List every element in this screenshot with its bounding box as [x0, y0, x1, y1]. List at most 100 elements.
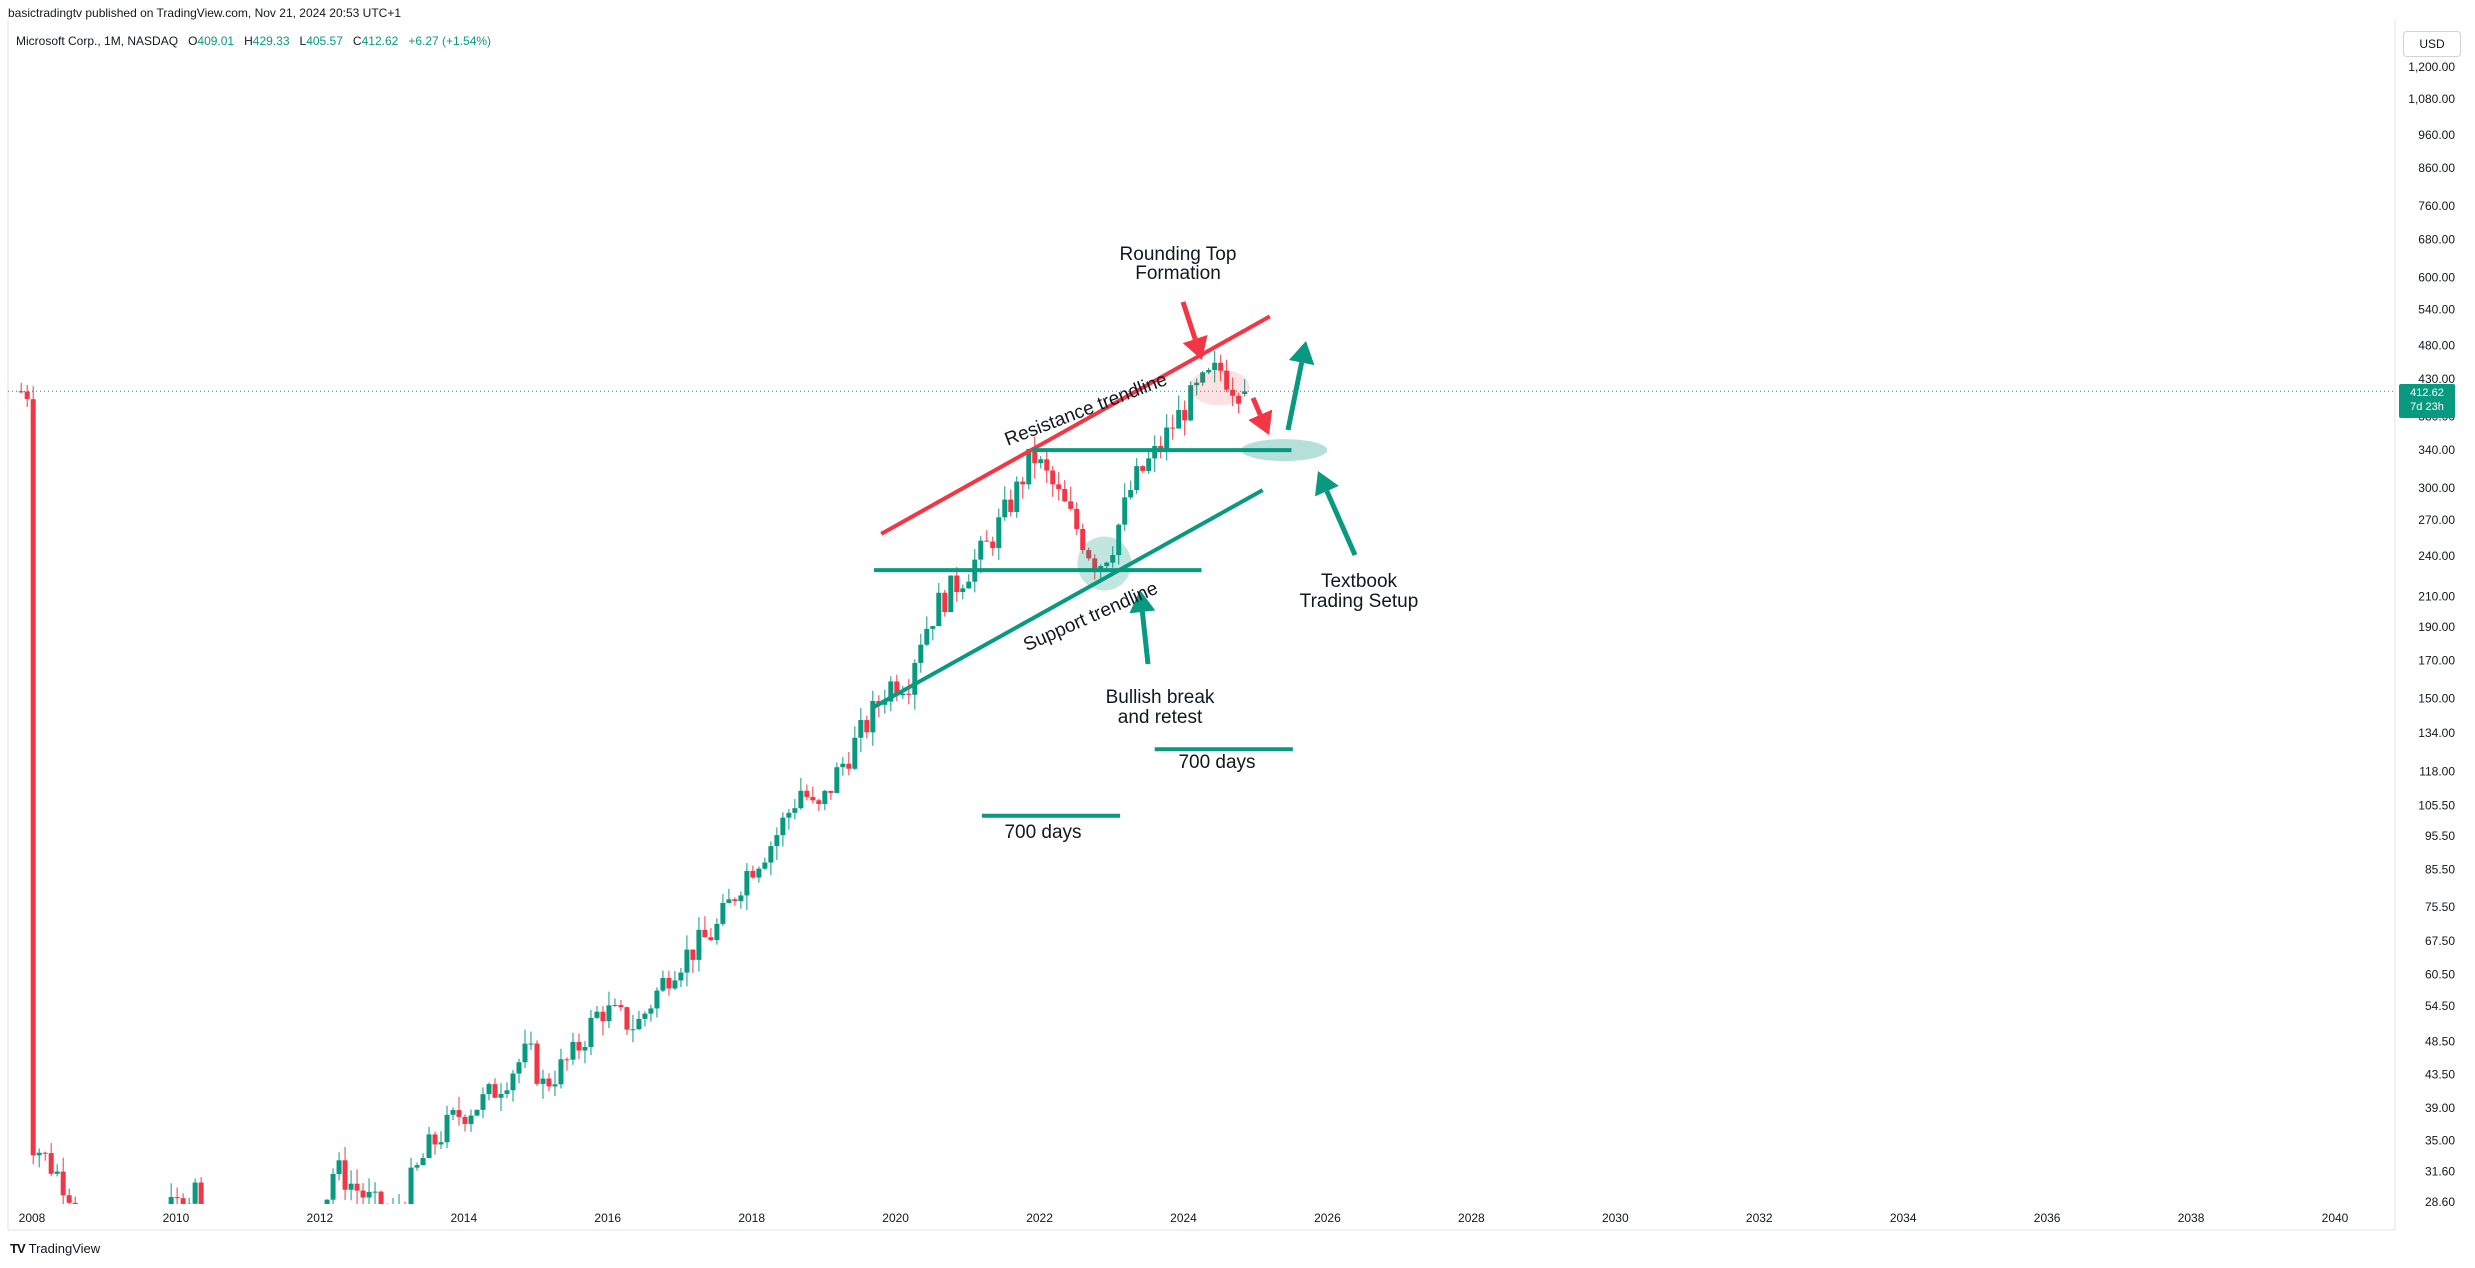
close-label: C [352, 34, 362, 48]
candle-body [816, 800, 822, 805]
bar-countdown: 7d 23h [2410, 401, 2444, 413]
candle-body [474, 1109, 480, 1116]
candle-body [372, 1191, 378, 1193]
candle-body [882, 701, 888, 705]
price-tick-label: 31.60 [2425, 1165, 2455, 1179]
candle-body [1062, 488, 1068, 502]
candle-body [930, 626, 936, 629]
candle-body [1146, 458, 1152, 471]
candle-body [444, 1114, 450, 1143]
time-tick-label: 2018 [738, 1211, 765, 1225]
candle-body [630, 1029, 636, 1031]
candle-body [1182, 410, 1188, 421]
candle-body [768, 846, 774, 863]
candle-body [1242, 391, 1248, 394]
duration-label-2: 700 days [1178, 752, 1255, 773]
candle-body [936, 592, 942, 627]
price-tick-label: 43.50 [2425, 1068, 2455, 1082]
price-tick-label: 75.50 [2425, 900, 2455, 914]
candle-body [486, 1084, 492, 1095]
candle-body [66, 1195, 72, 1203]
time-tick-label: 2014 [450, 1211, 477, 1225]
price-tick-label: 300.00 [2418, 481, 2455, 495]
candle-body [408, 1167, 414, 1204]
candle-body [696, 929, 702, 960]
candle-body [174, 1197, 180, 1199]
candle-body [534, 1043, 540, 1084]
price-tick-label: 67.50 [2425, 934, 2455, 948]
candle-body [1014, 481, 1020, 512]
candle-body [720, 902, 726, 924]
currency-button[interactable]: USD [2403, 31, 2461, 57]
candle-body [1074, 508, 1080, 529]
candle-body [1122, 497, 1128, 525]
price-tick-label: 85.50 [2425, 862, 2455, 876]
candle-body [1236, 395, 1242, 404]
candle-body [546, 1078, 552, 1087]
time-tick-label: 2032 [1746, 1211, 1773, 1225]
resistance-trendline [880, 314, 1271, 536]
time-tick-label: 2024 [1170, 1211, 1197, 1225]
price-tick-label: 1,080.00 [2408, 92, 2455, 106]
candle-body [738, 895, 744, 902]
candle-body [468, 1115, 474, 1125]
candle-body [588, 1017, 594, 1047]
candle-body [984, 540, 990, 542]
candle-body [594, 1011, 600, 1018]
time-tick-label: 2012 [307, 1211, 334, 1225]
candle-body [918, 644, 924, 663]
candle-body [492, 1084, 498, 1098]
candle-body [360, 1190, 366, 1198]
candle-body [888, 681, 894, 702]
candle-body [690, 949, 696, 960]
candle-body [744, 870, 750, 896]
candle-body [1164, 427, 1170, 450]
candle-body [1194, 382, 1200, 386]
tradingview-footer[interactable]: TV TradingView [10, 1241, 100, 1256]
candle-body [978, 540, 984, 560]
candle-body [1050, 470, 1056, 485]
rounding-top-highlight [1189, 369, 1250, 406]
candle-body [834, 767, 840, 793]
candle-body [426, 1134, 432, 1158]
price-tick-label: 60.50 [2425, 967, 2455, 981]
candle-body [1128, 490, 1134, 498]
rounding-top-arrow-shaft [1180, 301, 1198, 340]
candle-body [576, 1041, 582, 1051]
price-tick-label: 430.00 [2418, 372, 2455, 386]
bullish-break-label-line2: and retest [1118, 707, 1203, 728]
candle-body [498, 1093, 504, 1098]
time-tick-label: 2020 [882, 1211, 909, 1225]
candle-body [36, 1152, 42, 1156]
candle-body [1116, 524, 1122, 556]
candle-body [708, 937, 714, 941]
breakout-arrow-shaft [1285, 362, 1305, 431]
price-tick-label: 760.00 [2418, 199, 2455, 213]
retest-arrow-head [1129, 590, 1156, 614]
brand-name: TradingView [28, 1241, 101, 1256]
price-tick-label: 210.00 [2418, 589, 2455, 603]
candle-body [948, 575, 954, 613]
price-tick-label: 118.00 [2419, 765, 2455, 779]
candle-body [828, 790, 834, 793]
candle-body [924, 628, 930, 645]
candle-body [846, 763, 852, 769]
candle-body [654, 990, 660, 1009]
time-tick-label: 2038 [2178, 1211, 2205, 1225]
time-tick-label: 2040 [2322, 1211, 2349, 1225]
high-label: H [244, 34, 253, 48]
open-value: 409.01 [197, 34, 235, 48]
candle-body [600, 1011, 606, 1022]
candle-body [450, 1110, 456, 1115]
candle-body [1218, 362, 1224, 371]
candle-body [648, 1008, 654, 1014]
candle-body [1110, 555, 1116, 563]
candle-body [366, 1191, 372, 1198]
candle-body [792, 808, 798, 813]
candle-body [912, 662, 918, 695]
setup-arrow-head [1314, 471, 1339, 497]
candle-body [804, 790, 810, 797]
drop-arrow-head [1248, 409, 1273, 435]
low-label: L [299, 34, 307, 48]
